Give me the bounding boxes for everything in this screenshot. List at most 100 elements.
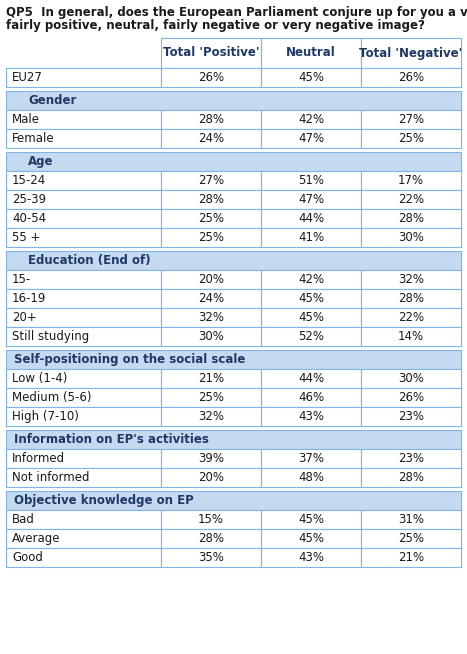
Text: 43%: 43% xyxy=(298,410,324,423)
Bar xyxy=(361,110,461,129)
Bar xyxy=(361,388,461,407)
Bar xyxy=(261,270,361,289)
Text: 52%: 52% xyxy=(298,330,324,343)
Bar xyxy=(6,91,461,110)
Bar xyxy=(361,468,461,487)
Bar xyxy=(6,388,161,407)
Bar xyxy=(161,171,261,190)
Text: 37%: 37% xyxy=(298,452,324,465)
Bar xyxy=(261,190,361,209)
Text: High (7-10): High (7-10) xyxy=(12,410,79,423)
Bar xyxy=(261,171,361,190)
Bar xyxy=(261,308,361,327)
Bar xyxy=(6,129,161,148)
Bar xyxy=(261,289,361,308)
Text: 39%: 39% xyxy=(198,452,224,465)
Bar xyxy=(261,468,361,487)
Text: EU27: EU27 xyxy=(12,71,43,84)
Text: 45%: 45% xyxy=(298,292,324,305)
Bar xyxy=(161,388,261,407)
Text: 16-19: 16-19 xyxy=(12,292,46,305)
Text: 42%: 42% xyxy=(298,273,324,286)
Text: 28%: 28% xyxy=(198,113,224,126)
Text: 28%: 28% xyxy=(398,212,424,225)
Text: 55 +: 55 + xyxy=(12,231,40,244)
Bar xyxy=(161,468,261,487)
Bar xyxy=(361,228,461,247)
Text: QP5  In general, does the European Parliament conjure up for you a very positive: QP5 In general, does the European Parlia… xyxy=(6,6,467,19)
Text: 26%: 26% xyxy=(398,391,424,404)
Bar xyxy=(6,110,161,129)
Text: Total 'Negative': Total 'Negative' xyxy=(360,46,463,60)
Text: Female: Female xyxy=(12,132,55,145)
Text: 25%: 25% xyxy=(198,231,224,244)
Bar xyxy=(161,110,261,129)
Text: 25%: 25% xyxy=(198,391,224,404)
Text: Good: Good xyxy=(12,551,43,564)
Bar xyxy=(361,548,461,567)
Bar xyxy=(6,529,161,548)
Bar xyxy=(261,38,361,68)
Text: Informed: Informed xyxy=(12,452,65,465)
Bar xyxy=(6,68,161,87)
Bar xyxy=(6,449,161,468)
Text: 32%: 32% xyxy=(398,273,424,286)
Text: 35%: 35% xyxy=(198,551,224,564)
Bar xyxy=(6,270,161,289)
Bar xyxy=(161,209,261,228)
Text: 51%: 51% xyxy=(298,174,324,187)
Text: 44%: 44% xyxy=(298,212,324,225)
Text: 15-24: 15-24 xyxy=(12,174,46,187)
Text: Still studying: Still studying xyxy=(12,330,89,343)
Text: 23%: 23% xyxy=(398,410,424,423)
Bar xyxy=(261,548,361,567)
Text: 21%: 21% xyxy=(198,372,224,385)
Text: Medium (5-6): Medium (5-6) xyxy=(12,391,92,404)
Text: 25%: 25% xyxy=(198,212,224,225)
Text: Age: Age xyxy=(28,155,54,168)
Bar xyxy=(161,129,261,148)
Text: 45%: 45% xyxy=(298,532,324,545)
Bar xyxy=(361,308,461,327)
Text: 26%: 26% xyxy=(398,71,424,84)
Bar xyxy=(361,68,461,87)
Bar xyxy=(6,468,161,487)
Bar xyxy=(261,529,361,548)
Bar xyxy=(6,350,461,369)
Bar xyxy=(361,129,461,148)
Text: 15%: 15% xyxy=(198,513,224,526)
Text: 41%: 41% xyxy=(298,231,324,244)
Bar xyxy=(6,190,161,209)
Bar xyxy=(6,327,161,346)
Bar xyxy=(361,289,461,308)
Bar xyxy=(161,68,261,87)
Text: 44%: 44% xyxy=(298,372,324,385)
Text: 14%: 14% xyxy=(398,330,424,343)
Bar xyxy=(161,510,261,529)
Bar xyxy=(261,369,361,388)
Text: fairly positive, neutral, fairly negative or very negative image?: fairly positive, neutral, fairly negativ… xyxy=(6,19,425,32)
Text: 47%: 47% xyxy=(298,193,324,206)
Text: 45%: 45% xyxy=(298,513,324,526)
Text: Information on EP's activities: Information on EP's activities xyxy=(14,433,209,446)
Bar xyxy=(261,68,361,87)
Text: 42%: 42% xyxy=(298,113,324,126)
Bar xyxy=(161,38,261,68)
Text: 25%: 25% xyxy=(398,132,424,145)
Text: Average: Average xyxy=(12,532,61,545)
Bar xyxy=(261,110,361,129)
Bar xyxy=(6,548,161,567)
Bar xyxy=(6,171,161,190)
Text: 28%: 28% xyxy=(398,292,424,305)
Text: 17%: 17% xyxy=(398,174,424,187)
Text: 30%: 30% xyxy=(198,330,224,343)
Text: 20+: 20+ xyxy=(12,311,37,324)
Text: 31%: 31% xyxy=(398,513,424,526)
Text: 15-: 15- xyxy=(12,273,31,286)
Text: Neutral: Neutral xyxy=(286,46,336,60)
Bar xyxy=(361,190,461,209)
Bar xyxy=(161,548,261,567)
Bar xyxy=(261,407,361,426)
Text: 22%: 22% xyxy=(398,193,424,206)
Bar xyxy=(261,449,361,468)
